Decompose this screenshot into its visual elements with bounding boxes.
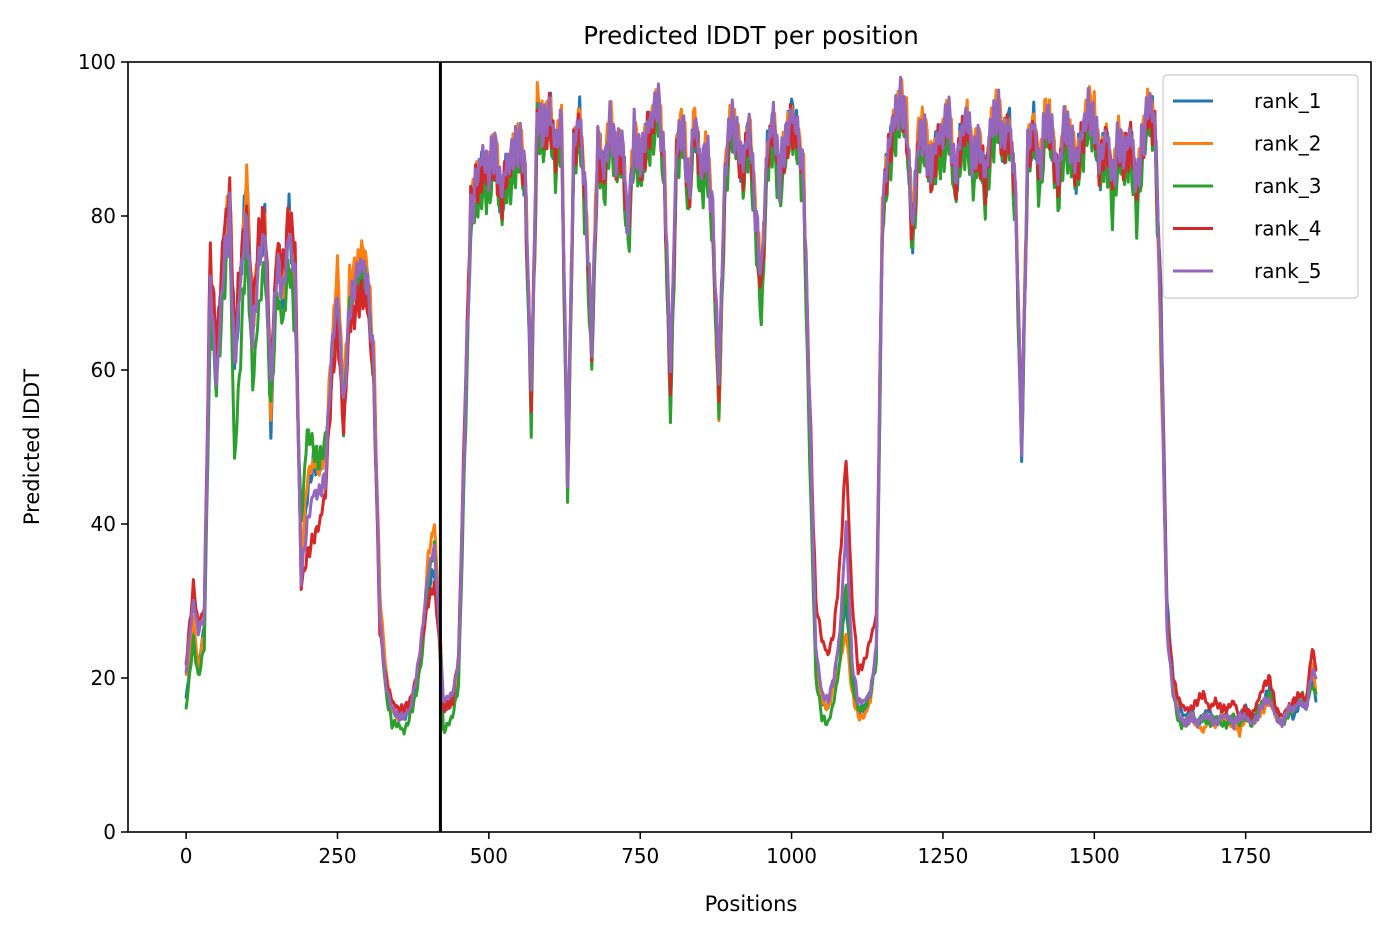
y-tick-label: 100: [78, 50, 116, 74]
x-axis: 0 250 500 750 1000 1250 1500 1750: [180, 832, 1271, 868]
legend: rank_1 rank_2 rank_3 rank_4 rank_5: [1162, 74, 1359, 299]
series-layer: [184, 75, 1318, 738]
x-tick-label: 1250: [917, 844, 968, 868]
x-tick-label: 1000: [766, 844, 817, 868]
x-tick-label: 1750: [1220, 844, 1271, 868]
plot-frame: [127, 61, 1372, 833]
y-tick-label: 20: [91, 666, 116, 690]
y-axis: 0 20 40 60 80 100: [78, 50, 128, 844]
y-tick-label: 80: [91, 204, 116, 228]
legend-label-rank_3: rank_3: [1254, 174, 1321, 198]
legend-label-rank_5: rank_5: [1254, 259, 1321, 283]
legend-box: [1162, 74, 1359, 299]
y-tick-label: 40: [91, 512, 116, 536]
legend-label-rank_1: rank_1: [1254, 89, 1321, 113]
legend-label-rank_2: rank_2: [1254, 132, 1321, 156]
legend-label-rank_4: rank_4: [1254, 217, 1321, 241]
x-tick-label: 0: [180, 844, 193, 868]
x-tick-label: 500: [470, 844, 508, 868]
y-axis-title: Predicted lDDT: [20, 369, 44, 525]
x-tick-label: 1500: [1069, 844, 1120, 868]
x-tick-label: 250: [318, 844, 356, 868]
y-tick-label: 0: [103, 820, 116, 844]
series-line-rank_5: [184, 75, 1318, 730]
x-axis-title: Positions: [705, 892, 798, 916]
y-tick-label: 60: [91, 358, 116, 382]
chart-title: Predicted lDDT per position: [583, 21, 919, 50]
x-tick-label: 750: [621, 844, 659, 868]
